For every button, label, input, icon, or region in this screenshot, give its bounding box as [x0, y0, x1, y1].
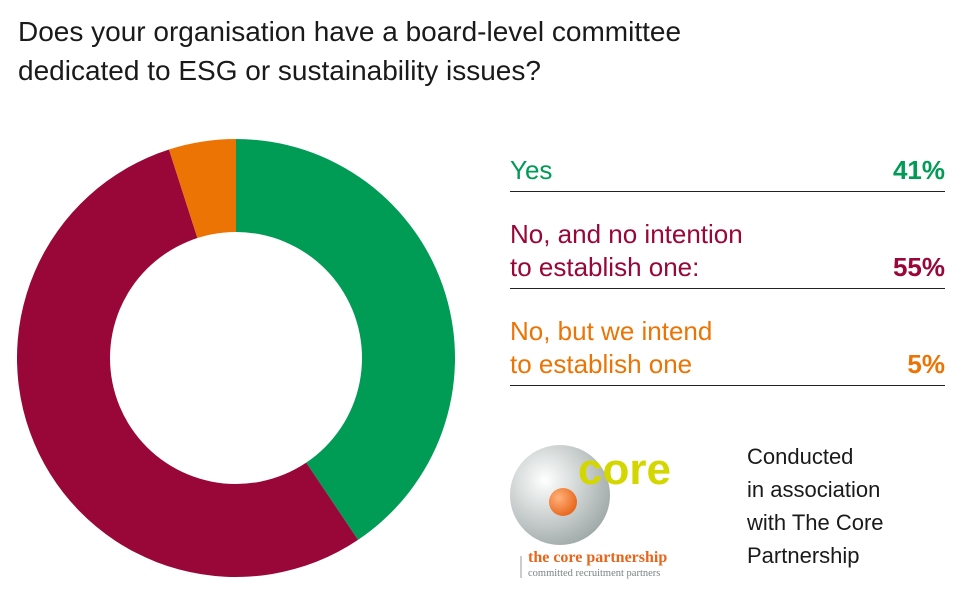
legend-value: 5%: [907, 349, 945, 379]
legend-label: Yes: [510, 155, 553, 185]
donut-chart: [17, 139, 456, 577]
logo-wordmark: core: [578, 445, 671, 494]
core-partnership-logo: core the core partnership committed recr…: [505, 440, 720, 580]
legend-value: 41%: [892, 155, 945, 185]
legend-label: No, but we intend to establish one: [510, 316, 713, 379]
legend-value: 55%: [892, 252, 945, 282]
credit-text: Conducted in association with The Core P…: [747, 444, 884, 568]
legend-item-intend: No, but we intend to establish one 5%: [510, 315, 945, 386]
legend-label: No, and no intention to establish one:: [510, 219, 743, 282]
legend: Yes 41% No, and no intention to establis…: [510, 150, 945, 386]
logo-tagline: committed recruitment partners: [528, 568, 660, 579]
logo-dot-icon: [549, 488, 577, 516]
logo-name: the core partnership: [528, 549, 667, 566]
legend-item-no-intention: No, and no intention to establish one: 5…: [510, 218, 945, 289]
chart-title: Does your organisation have a board-leve…: [18, 16, 682, 86]
legend-item-yes: Yes 41%: [510, 150, 945, 192]
